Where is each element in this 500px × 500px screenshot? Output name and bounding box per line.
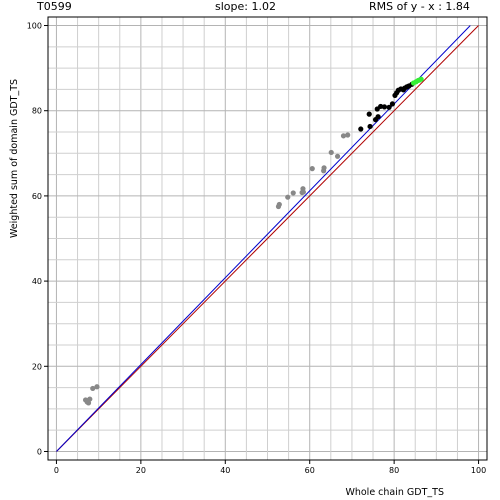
x-tick-label: 100 bbox=[471, 466, 486, 475]
x-tick-label: 80 bbox=[389, 466, 399, 475]
data-point bbox=[309, 166, 315, 172]
y-axis-label: Weighted sum of domain GDT_TS bbox=[9, 79, 20, 238]
data-point bbox=[381, 104, 388, 110]
data-point bbox=[340, 133, 347, 139]
data-point bbox=[328, 149, 334, 156]
rms-label: RMS of y - x : 1.84 bbox=[369, 0, 470, 13]
data-point bbox=[358, 126, 364, 132]
data-point bbox=[378, 103, 384, 110]
y-tick-label: 20 bbox=[32, 362, 42, 371]
x-tick-labels: 0 20 40 60 80 100 bbox=[54, 466, 486, 475]
data-point bbox=[375, 114, 381, 120]
y-tick-label: 80 bbox=[32, 107, 42, 116]
fit-line bbox=[56, 25, 471, 452]
y-tick-label: 40 bbox=[32, 277, 42, 286]
x-tick-label: 60 bbox=[305, 466, 315, 475]
data-point bbox=[334, 153, 341, 159]
data-point bbox=[290, 190, 296, 196]
y-tick-label: 100 bbox=[27, 22, 42, 31]
diagonal-line bbox=[56, 25, 479, 452]
data-point bbox=[285, 194, 291, 200]
x-tick-label: 40 bbox=[220, 466, 230, 475]
data-point bbox=[321, 165, 327, 171]
y-tick-label: 60 bbox=[32, 192, 42, 201]
data-point bbox=[418, 76, 424, 82]
data-points bbox=[82, 76, 424, 406]
slope-label: slope: 1.02 bbox=[215, 0, 276, 13]
x-axis-label: Whole chain GDT_TS bbox=[345, 487, 444, 498]
grid bbox=[48, 17, 487, 460]
y-tick-labels: 0 20 40 60 80 100 bbox=[27, 22, 42, 457]
data-point bbox=[345, 132, 351, 138]
x-tick-label: 0 bbox=[54, 466, 59, 475]
y-tick-label: 0 bbox=[37, 447, 42, 456]
data-point bbox=[276, 201, 282, 208]
x-tick-label: 20 bbox=[136, 466, 146, 475]
data-point bbox=[366, 111, 372, 117]
target-id-label: T0599 bbox=[37, 0, 72, 13]
reference-lines bbox=[56, 25, 479, 452]
data-point bbox=[87, 396, 93, 402]
data-point bbox=[94, 384, 100, 390]
data-point bbox=[300, 189, 306, 195]
data-point bbox=[389, 101, 396, 107]
data-point bbox=[90, 385, 96, 392]
tick-marks bbox=[44, 25, 480, 464]
data-point bbox=[386, 104, 392, 110]
plot-frame bbox=[47, 16, 488, 461]
data-point bbox=[367, 123, 373, 130]
